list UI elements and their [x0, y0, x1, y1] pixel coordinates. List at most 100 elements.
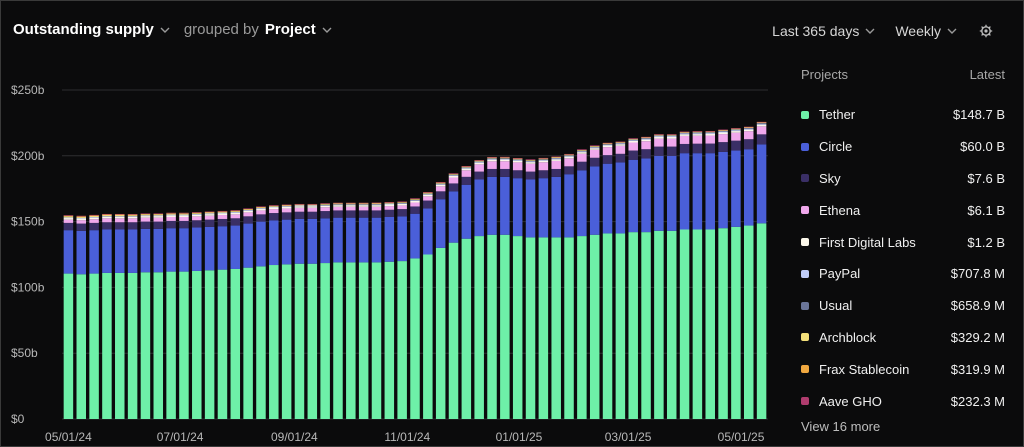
bar-segment: [115, 229, 125, 273]
legend-item[interactable]: First Digital Labs $1.2 B: [801, 226, 1005, 258]
bar-segment: [153, 216, 164, 218]
bar-segment: [743, 127, 754, 129]
legend-item[interactable]: Usual $658.9 M: [801, 290, 1005, 322]
bar-segment: [654, 134, 664, 135]
bar-segment: [692, 131, 703, 132]
bar-segment: [230, 268, 241, 419]
bar-segment: [140, 217, 151, 222]
bar-segment: [294, 205, 305, 207]
interval-label: Weekly: [895, 23, 941, 39]
bar-segment: [487, 161, 497, 169]
bar-segment: [217, 213, 228, 216]
bar-segment: [654, 155, 664, 231]
bar-segment: [166, 214, 176, 216]
bar-segment: [577, 152, 587, 154]
bar-segment: [307, 206, 318, 208]
bar-segment: [217, 215, 228, 219]
bar-segment: [589, 147, 600, 149]
bar-segment: [140, 215, 151, 217]
gear-icon[interactable]: [979, 24, 993, 38]
legend-item[interactable]: Frax Stablecoin $319.9 M: [801, 353, 1005, 385]
bar-segment: [217, 218, 228, 227]
bar-segment: [102, 216, 112, 217]
bar-segment: [371, 205, 382, 207]
bar-segment: [654, 136, 664, 137]
legend-item[interactable]: Sky $7.6 B: [801, 163, 1005, 195]
interval-dropdown[interactable]: Weekly: [895, 23, 957, 39]
legend-swatch: [801, 238, 809, 247]
bar-segment: [756, 134, 767, 145]
bar-segment: [756, 122, 767, 124]
legend-item[interactable]: Ethena $6.1 B: [801, 194, 1005, 226]
bar-segment: [705, 131, 715, 132]
bar-segment: [679, 132, 690, 133]
bar-segment: [397, 202, 407, 203]
chart-header: Outstanding supply grouped by Project: [13, 21, 332, 38]
bar-segment: [153, 217, 164, 222]
bar-segment: [679, 132, 690, 134]
bar-segment: [692, 132, 703, 134]
legend-item[interactable]: Archblock $329.2 M: [801, 322, 1005, 354]
bar-segment: [89, 214, 99, 216]
bar-segment: [127, 218, 138, 223]
legend-header: Projects Latest: [801, 67, 1005, 85]
bar-segment: [179, 271, 189, 419]
bar-segment: [718, 129, 728, 131]
legend-item[interactable]: Circle $60.0 B: [801, 131, 1005, 163]
bar-segment: [192, 212, 202, 213]
bar-segment: [333, 262, 343, 419]
bar-segment: [410, 258, 420, 419]
view-more-link[interactable]: View 16 more: [801, 418, 881, 434]
bar-segment: [615, 145, 626, 154]
bar-segment: [269, 213, 279, 221]
bar-segment: [435, 183, 446, 185]
legend-item[interactable]: PayPal $707.8 M: [801, 258, 1005, 290]
bar-segment: [564, 156, 574, 159]
bar-segment: [538, 170, 549, 179]
bar-segment: [731, 128, 741, 130]
bar-segment: [371, 204, 382, 205]
bar-segment: [615, 143, 626, 145]
x-tick-label: 11/01/24: [384, 430, 430, 444]
legend-swatch: [801, 269, 809, 278]
bar-segment: [448, 174, 459, 175]
bar-segment: [281, 204, 292, 206]
bar-segment: [679, 135, 690, 144]
bar-segment: [679, 133, 690, 135]
bar-segment: [153, 213, 164, 215]
legend-item-value: $1.2 B: [967, 234, 1005, 250]
bar-segment: [461, 167, 472, 169]
bar-segment: [692, 133, 703, 135]
bar-segment: [718, 130, 728, 132]
bar-segment: [89, 216, 99, 218]
bar-segment: [654, 134, 664, 136]
metric-selector[interactable]: Outstanding supply: [13, 21, 154, 38]
chevron-down-icon[interactable]: [160, 25, 170, 35]
group-selector[interactable]: Project: [264, 21, 316, 38]
bar-segment: [602, 163, 613, 234]
bar-segment: [474, 161, 484, 163]
bar-segment: [63, 230, 74, 274]
bar-segment: [281, 212, 292, 220]
chevron-down-icon[interactable]: [322, 25, 332, 35]
bar-segment: [474, 164, 484, 172]
bar-segment: [346, 204, 356, 205]
bar-segment: [731, 150, 741, 227]
bar-segment: [641, 138, 651, 140]
bar-segment: [525, 160, 536, 162]
bar-segment: [346, 202, 356, 204]
legend-item[interactable]: Tether $148.7 B: [801, 99, 1005, 131]
bar-segment: [204, 213, 215, 215]
bar-segment: [243, 216, 253, 224]
bar-segment: [641, 137, 651, 139]
bar-segment: [371, 203, 382, 205]
bar-segment: [589, 149, 600, 158]
range-dropdown[interactable]: Last 365 days: [772, 23, 875, 39]
bar-segment: [371, 202, 382, 204]
legend-item-name: Aave GHO: [819, 393, 882, 409]
legend-item[interactable]: Aave GHO $232.3 M: [801, 385, 1005, 417]
bar-segment: [358, 217, 369, 263]
bar-segment: [269, 220, 279, 266]
bar-segment: [320, 203, 330, 204]
bar-segment: [423, 193, 433, 194]
